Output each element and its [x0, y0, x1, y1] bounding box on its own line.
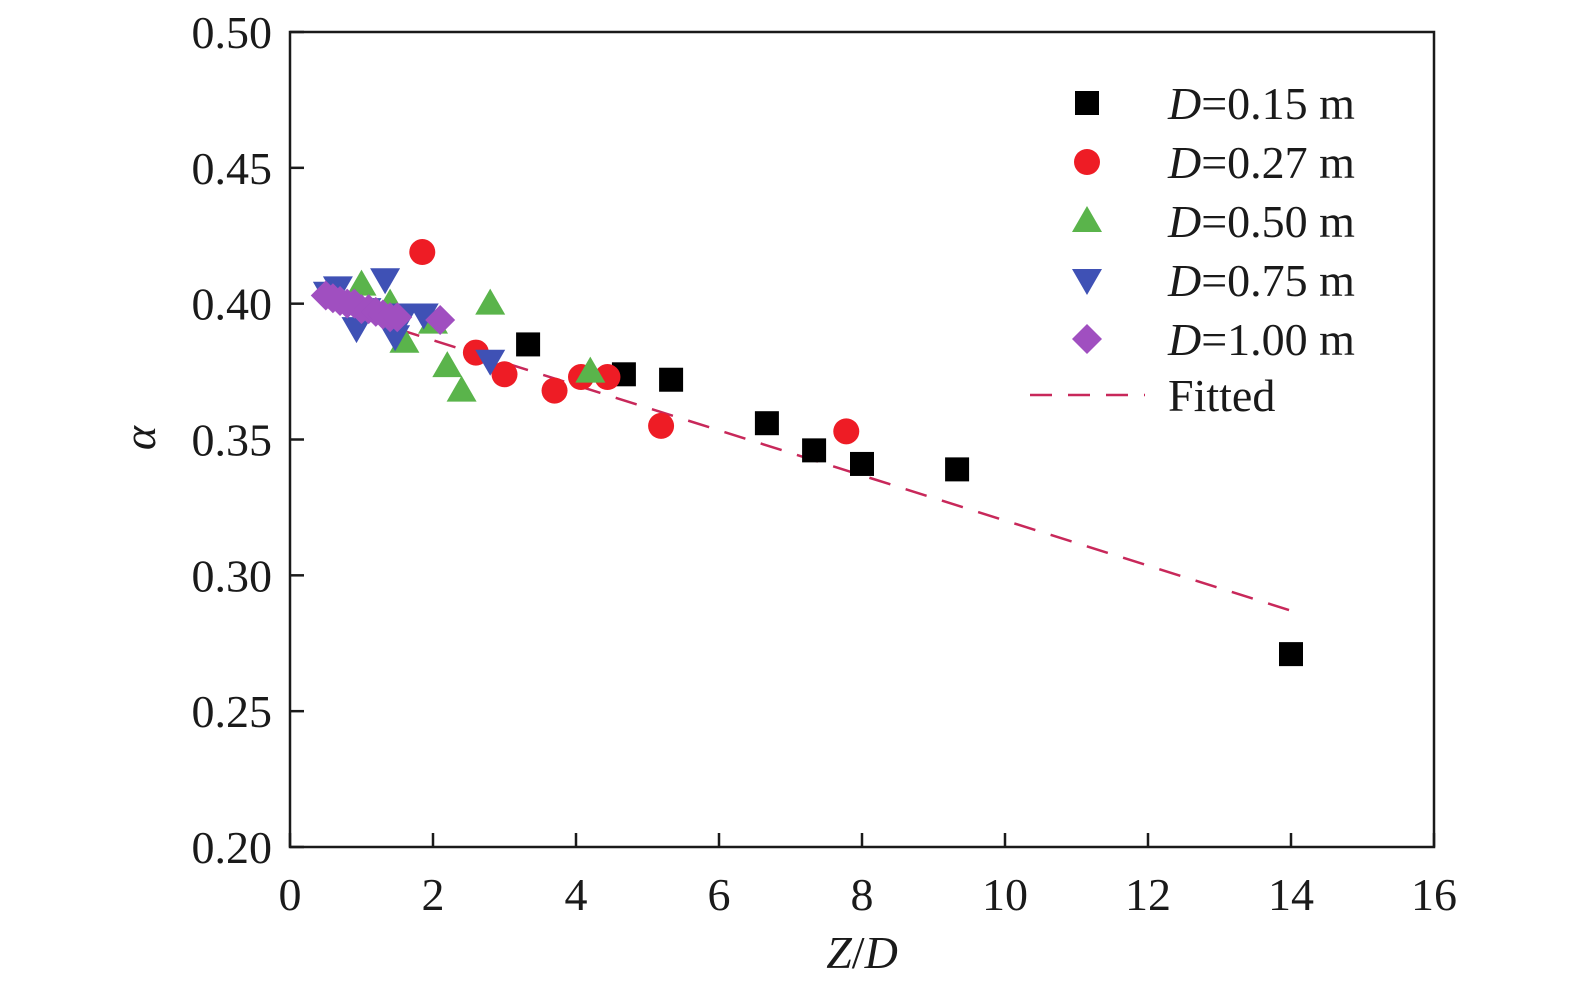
data-points: [310, 239, 1303, 667]
data-point: [659, 367, 684, 392]
y-tick-label: 0.25: [192, 686, 273, 737]
data-point: [541, 377, 568, 404]
data-point: [945, 457, 970, 482]
y-tick-label: 0.45: [192, 143, 273, 194]
x-axis-title: Z/D: [826, 927, 898, 978]
data-point: [408, 303, 439, 330]
data-point: [575, 356, 606, 383]
data-point: [850, 451, 874, 476]
legend-label: D=0.50 m: [1167, 196, 1355, 247]
data-point: [802, 438, 827, 463]
y-axis-title: α: [114, 425, 165, 450]
x-tick-label: 4: [565, 869, 588, 920]
data-point: [432, 351, 463, 378]
data-point: [425, 304, 456, 335]
x-tick-label: 10: [982, 869, 1028, 920]
legend-label: D=0.15 m: [1167, 78, 1355, 129]
series-2: [409, 239, 860, 445]
legend: D=0.15 mD=0.27 mD=0.50 mD=0.75 mD=1.00 m…: [1030, 78, 1355, 421]
x-tick-label: 8: [851, 869, 874, 920]
data-point: [516, 332, 541, 357]
legend-label-fitted: Fitted: [1168, 370, 1275, 421]
x-axis-title-slash: /: [852, 927, 865, 978]
data-point: [370, 268, 401, 295]
legend-label: D=0.27 m: [1167, 137, 1355, 188]
data-point: [491, 361, 518, 388]
data-point: [475, 349, 506, 376]
legend-label-symbol: D: [1167, 137, 1201, 188]
legend-marker: [1074, 149, 1100, 175]
data-point: [446, 375, 477, 402]
data-point: [380, 325, 411, 352]
legend-label-value: =1.00 m: [1201, 314, 1355, 365]
legend-marker: [1072, 269, 1102, 295]
x-tick-label: 6: [708, 869, 731, 920]
x-tick-label: 16: [1411, 869, 1457, 920]
data-point: [594, 364, 621, 391]
legend-label-symbol: D: [1167, 78, 1201, 129]
x-tick-label: 2: [422, 869, 445, 920]
data-point: [475, 288, 506, 315]
y-tick-label: 0.30: [192, 550, 273, 601]
y-tick-label: 0.50: [192, 7, 273, 58]
data-point: [382, 302, 413, 333]
x-axis-title-z: Z: [826, 927, 852, 978]
legend-label-value: =0.15 m: [1201, 78, 1355, 129]
data-point: [341, 317, 372, 344]
legend-marker: [1072, 324, 1102, 354]
series-5: [310, 280, 456, 335]
y-axis: 0.20 0.25 0.30 0.35 0.40 0.45 0.50: [192, 7, 304, 873]
data-point: [648, 412, 675, 439]
x-tick-label: 14: [1268, 869, 1314, 920]
legend-label: D=0.75 m: [1167, 255, 1355, 306]
data-point: [1279, 642, 1303, 667]
data-point: [833, 418, 860, 445]
y-tick-label: 0.20: [192, 822, 273, 873]
legend-label-value: =0.27 m: [1201, 137, 1355, 188]
legend-marker: [1075, 91, 1099, 115]
legend-label-value: =0.75 m: [1201, 255, 1355, 306]
series-1: [516, 332, 1303, 667]
data-point: [346, 269, 377, 296]
x-tick-label: 0: [279, 869, 302, 920]
x-tick-label: 12: [1125, 869, 1171, 920]
data-point: [409, 239, 436, 266]
legend-label-symbol: D: [1167, 314, 1201, 365]
legend-label-symbol: D: [1167, 255, 1201, 306]
y-tick-label: 0.40: [192, 279, 273, 330]
legend-marker: [1072, 206, 1102, 232]
x-axis-title-d: D: [864, 927, 898, 978]
legend-label-value: =0.50 m: [1201, 196, 1355, 247]
legend-label: D=1.00 m: [1167, 314, 1355, 365]
x-axis: 0 2 4 6 8 10 12 14 16: [279, 833, 1457, 920]
legend-label-symbol: D: [1167, 196, 1201, 247]
y-tick-label: 0.35: [192, 415, 273, 466]
data-point: [754, 411, 779, 436]
